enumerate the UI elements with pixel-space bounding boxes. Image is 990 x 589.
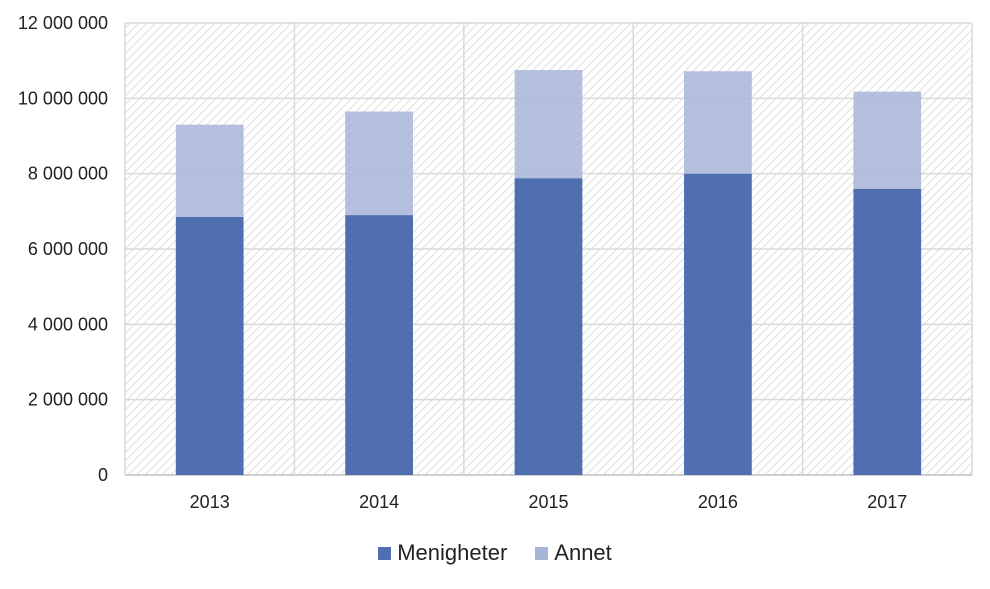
y-tick-label: 10 000 000 — [18, 88, 108, 108]
x-tick-label: 2017 — [867, 492, 907, 512]
bar-menigheter-2016 — [684, 173, 752, 475]
y-tick-label: 2 000 000 — [28, 390, 108, 410]
x-tick-label: 2015 — [528, 492, 568, 512]
bars — [175, 70, 922, 476]
y-tick-label: 12 000 000 — [18, 13, 108, 33]
legend: Menigheter Annet — [0, 540, 990, 566]
y-tick-label: 8 000 000 — [28, 164, 108, 184]
bar-menigheter-2013 — [175, 216, 244, 475]
x-tick-label: 2016 — [698, 492, 738, 512]
bar-annet-2015 — [514, 70, 583, 179]
bar-annet-2017 — [853, 91, 922, 189]
y-tick-label: 0 — [98, 465, 108, 485]
y-tick-label: 4 000 000 — [28, 314, 108, 334]
legend-label-annet: Annet — [554, 540, 612, 565]
legend-item-annet: Annet — [535, 540, 612, 566]
legend-item-menigheter: Menigheter — [378, 540, 507, 566]
y-tick-label: 6 000 000 — [28, 239, 108, 259]
x-axis: 2013 2014 2015 2016 2017 — [190, 492, 908, 512]
stacked-bar-chart: 0 2 000 000 4 000 000 6 000 000 8 000 000 10 … — [18, 13, 973, 512]
bar-annet-2014 — [345, 111, 413, 216]
x-tick-label: 2013 — [190, 492, 230, 512]
bar-menigheter-2015 — [514, 178, 583, 476]
legend-label-menigheter: Menigheter — [397, 540, 508, 565]
legend-swatch-menigheter — [378, 546, 392, 560]
bar-annet-2013 — [175, 124, 244, 217]
legend-swatch-annet — [535, 546, 549, 560]
bar-menigheter-2014 — [345, 215, 413, 475]
bar-menigheter-2017 — [853, 188, 922, 475]
y-axis: 0 2 000 000 4 000 000 6 000 000 8 000 000 10 … — [18, 13, 108, 485]
x-tick-label: 2014 — [359, 492, 399, 512]
bar-annet-2016 — [684, 71, 752, 174]
